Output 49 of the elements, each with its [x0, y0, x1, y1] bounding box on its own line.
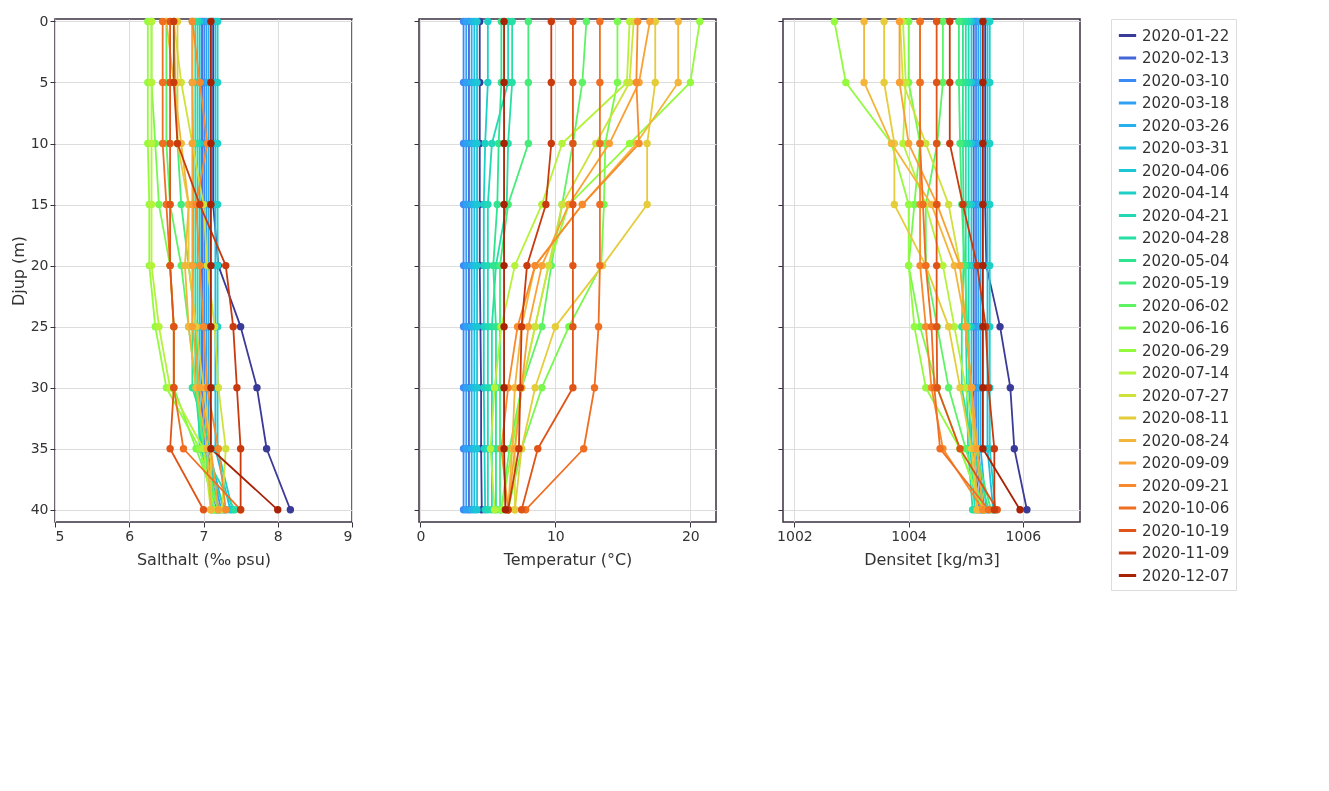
legend-label: 2020-04-14	[1142, 184, 1230, 202]
y-tick-label: 0	[39, 12, 49, 29]
legend-label: 2020-06-16	[1142, 319, 1230, 337]
legend-label: 2020-04-21	[1142, 206, 1230, 225]
legend-label: 2020-06-02	[1142, 296, 1230, 315]
legend-label: 2020-12-07	[1142, 566, 1230, 585]
legend-label: 2020-04-28	[1142, 229, 1230, 247]
legend-label: 2020-04-06	[1142, 161, 1230, 180]
legend-label: 2020-11-09	[1142, 544, 1230, 562]
legend-label: 2020-05-19	[1142, 274, 1230, 292]
y-tick-label: 25	[30, 318, 49, 335]
y-tick-label: 30	[30, 379, 49, 396]
x-tick-label: 1004	[891, 527, 928, 544]
x-tick-label: 1006	[1005, 527, 1042, 544]
legend-label: 2020-06-29	[1142, 341, 1230, 360]
legend-label: 2020-03-18	[1142, 94, 1230, 112]
x-tick-label: 5	[55, 527, 65, 544]
x-axis-title: Salthalt (‰ psu)	[136, 549, 272, 569]
y-tick-label: 20	[30, 257, 49, 274]
y-tick-label: 5	[39, 73, 49, 90]
y-tick-label: 15	[30, 196, 49, 213]
legend-label: 2020-07-14	[1142, 364, 1230, 382]
x-tick-label: 9	[343, 527, 353, 544]
legend-label: 2020-02-13	[1142, 49, 1230, 67]
legend-label: 2020-08-24	[1142, 431, 1230, 450]
legend-label: 2020-05-04	[1142, 251, 1230, 270]
x-axis-title: Densitet [kg/m3]	[864, 549, 1000, 569]
legend-label: 2020-10-19	[1142, 521, 1230, 540]
legend-label: 2020-03-10	[1142, 71, 1230, 90]
legend-label: 2020-09-09	[1142, 454, 1230, 472]
y-tick-label: 35	[30, 440, 49, 457]
y-tick-label: 40	[30, 501, 49, 518]
x-tick-label: 20	[681, 527, 700, 544]
legend-label: 2020-07-27	[1142, 386, 1230, 405]
y-axis-title: Djup (m)	[8, 235, 28, 307]
legend-label: 2020-03-31	[1142, 139, 1230, 157]
x-tick-label: 7	[199, 527, 209, 544]
legend-label: 2020-08-11	[1142, 409, 1230, 427]
x-tick-label: 1002	[777, 527, 813, 544]
x-tick-label: 8	[273, 527, 283, 544]
x-tick-label: 10	[546, 527, 565, 544]
x-tick-label: 0	[416, 527, 426, 544]
x-axis-title: Temperatur (°C)	[502, 549, 633, 569]
legend-label: 2020-01-22	[1142, 26, 1230, 45]
x-tick-label: 6	[125, 527, 135, 544]
legend-label: 2020-09-21	[1142, 476, 1230, 495]
y-tick-label: 10	[30, 135, 49, 152]
legend-label: 2020-10-06	[1142, 499, 1230, 517]
legend-label: 2020-03-26	[1142, 116, 1230, 135]
